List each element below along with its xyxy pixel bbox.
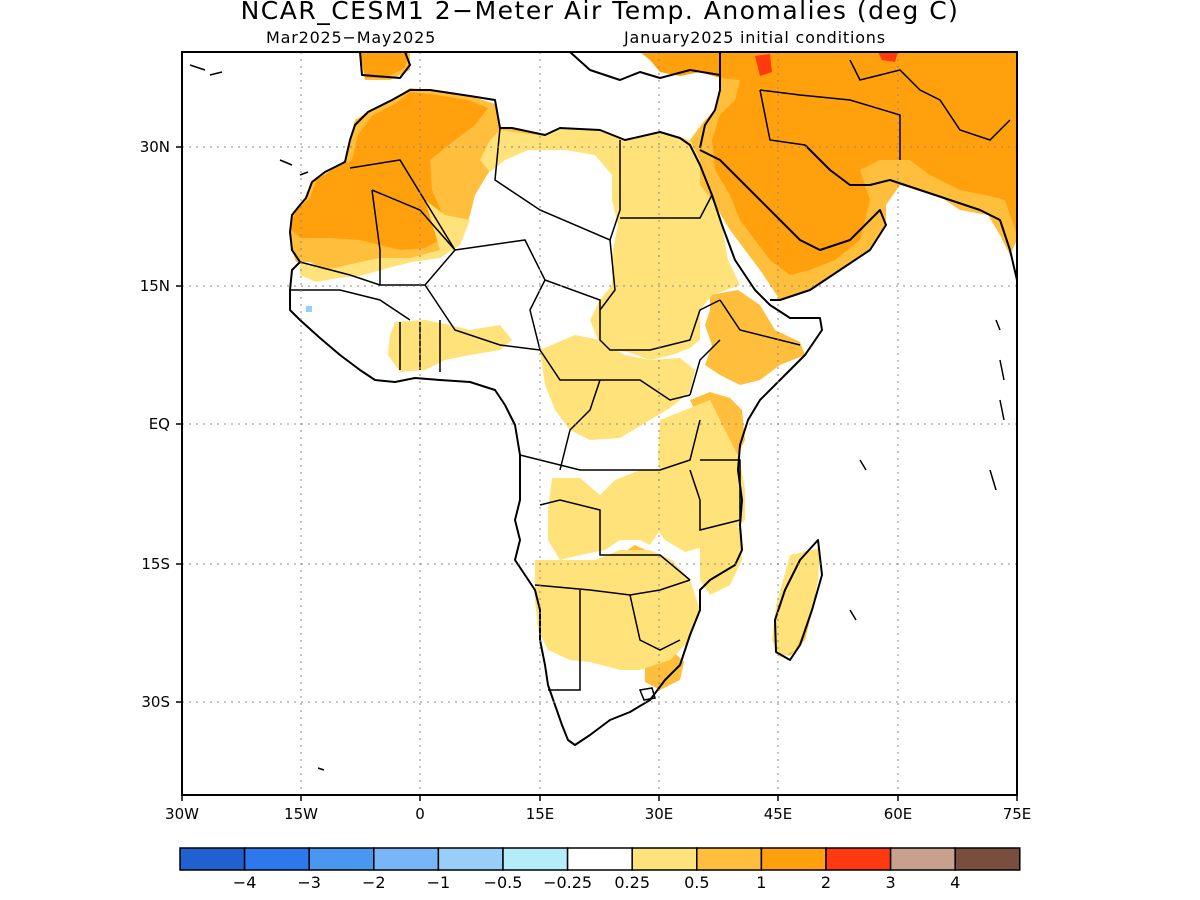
colorbar-swatch xyxy=(825,847,892,871)
lat-label: EQ xyxy=(149,415,170,433)
colorbar-label: −0.25 xyxy=(543,873,592,892)
coastlines xyxy=(289,52,1017,746)
colorbar-swatch xyxy=(179,847,246,871)
colorbar-swatch xyxy=(502,847,569,871)
axis-ticks xyxy=(176,146,1018,801)
longitude-labels: 30W 15W 0 15E 30E 45E 60E 75E xyxy=(165,805,1031,823)
colorbar-swatch xyxy=(437,847,504,871)
colorbar-label: −4 xyxy=(233,873,257,892)
colorbar-label: −0.5 xyxy=(484,873,523,892)
lon-label: 15W xyxy=(284,805,318,823)
anomaly-2-3-areas xyxy=(755,52,898,76)
map-content xyxy=(189,52,1017,771)
lon-label: 15E xyxy=(526,805,555,823)
anomaly-0.25-0.5-areas xyxy=(300,128,820,670)
lon-label: 30W xyxy=(165,805,199,823)
colorbar-label: 1 xyxy=(756,873,766,892)
lat-label: 30N xyxy=(140,138,170,156)
colorbar-label: 2 xyxy=(821,873,831,892)
lon-label: 75E xyxy=(1003,805,1032,823)
forecast-period: Mar2025−May2025 xyxy=(266,28,437,47)
colorbar-swatch xyxy=(308,847,375,871)
colorbar-swatch xyxy=(566,847,633,871)
colorbar-swatch xyxy=(696,847,763,871)
colorbar-label: 0.25 xyxy=(614,873,650,892)
lon-label: 60E xyxy=(884,805,913,823)
initial-conditions: January2025 initial conditions xyxy=(624,28,886,47)
islands xyxy=(189,64,1005,771)
colorbar: −4 −3 −2 −1 −0.5 −0.25 0.25 0.5 1 2 3 4 xyxy=(179,847,1021,892)
colorbar-label: −2 xyxy=(362,873,386,892)
colorbar-swatch xyxy=(373,847,440,871)
map-title: NCAR_CESM1 2−Meter Air Temp. Anomalies (… xyxy=(240,0,960,25)
lat-label: 30S xyxy=(141,693,170,711)
colorbar-label: 3 xyxy=(886,873,896,892)
colorbar-swatch xyxy=(243,847,310,871)
country-borders xyxy=(290,59,1011,691)
colorbar-label: 0.5 xyxy=(684,873,709,892)
colorbar-label: −3 xyxy=(297,873,321,892)
lat-label: 15N xyxy=(140,277,170,295)
lon-label: 45E xyxy=(764,805,793,823)
colorbar-swatch xyxy=(631,847,698,871)
colorbar-label: −1 xyxy=(427,873,451,892)
graticule xyxy=(182,52,1017,795)
anomaly-negative-speck xyxy=(306,306,312,312)
lon-label: 30E xyxy=(645,805,674,823)
colorbar-swatch xyxy=(889,847,956,871)
latitude-labels: 30N 15N EQ 15S 30S xyxy=(140,138,170,711)
colorbar-label: 4 xyxy=(950,873,960,892)
colorbar-swatch xyxy=(760,847,827,871)
colorbar-swatch xyxy=(954,847,1021,871)
lon-label: 0 xyxy=(415,805,425,823)
lat-label: 15S xyxy=(141,555,170,573)
